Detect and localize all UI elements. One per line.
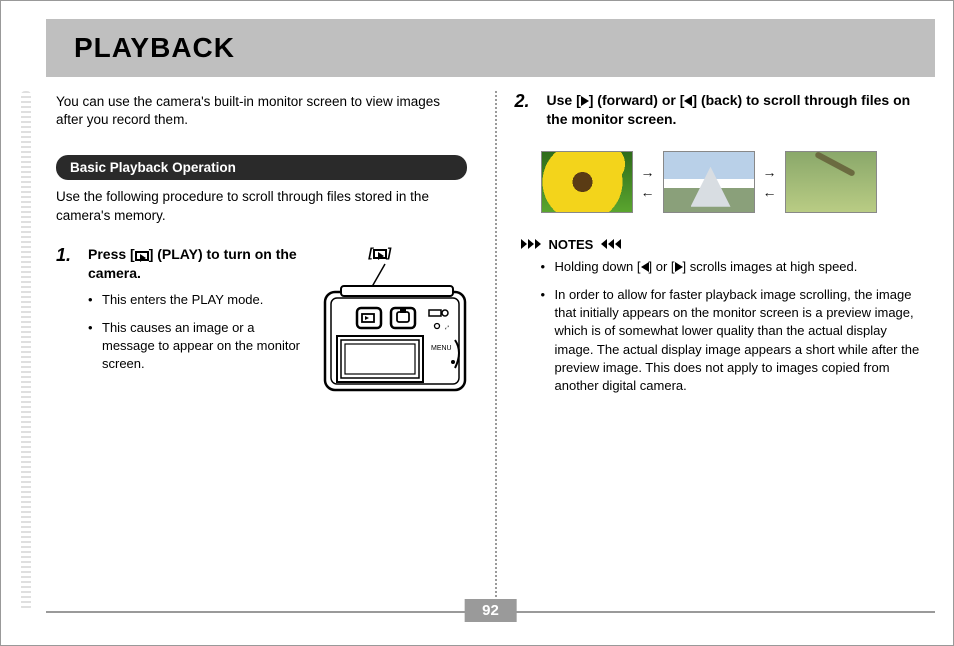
arrow-pair: → ←	[641, 165, 655, 199]
magnify-icon: ⤢	[445, 325, 449, 331]
notes-marker-right-icon	[521, 239, 541, 249]
step-2-head-a: Use [	[547, 92, 581, 108]
section-desc: Use the following procedure to scroll th…	[56, 188, 467, 224]
notes-heading: NOTES	[521, 237, 926, 252]
step-1-number: 1.	[56, 245, 78, 397]
right-column: 2. Use [] (forward) or [] (back) to scro…	[515, 91, 936, 597]
arrow-left-icon: ←	[763, 185, 777, 199]
camera-figure: []	[317, 245, 467, 397]
page: PLAYBACK You can use the camera's built-…	[0, 0, 954, 646]
note-1-b: ] or [	[649, 259, 675, 274]
page-number: 92	[464, 599, 517, 622]
notes-marker-left-icon	[601, 239, 621, 249]
note-1-c: ] scrolls images at high speed.	[683, 259, 858, 274]
play-icon	[135, 251, 149, 261]
arrow-right-icon: →	[641, 165, 655, 179]
section-heading: Basic Playback Operation	[56, 155, 467, 180]
left-column: You can use the camera's built-in monito…	[56, 91, 477, 597]
forward-icon	[675, 262, 683, 272]
step-2-head-b: ] (forward) or [	[589, 92, 685, 108]
step-1-bullet: This enters the PLAY mode.	[88, 291, 303, 309]
content-area: You can use the camera's built-in monito…	[56, 91, 935, 597]
thumbnail-flower	[541, 151, 633, 213]
note-1-a: Holding down [	[555, 259, 641, 274]
step-2-body: Use [] (forward) or [] (back) to scroll …	[547, 91, 926, 137]
step-1-bullet: This causes an image or a message to app…	[88, 319, 303, 374]
binding-spine	[21, 91, 31, 611]
intro-text: You can use the camera's built-in monito…	[56, 93, 467, 129]
back-icon	[641, 262, 649, 272]
step-2-heading: Use [] (forward) or [] (back) to scroll …	[547, 91, 926, 129]
title-bar: PLAYBACK	[46, 19, 935, 77]
forward-icon	[581, 96, 589, 106]
step-1-bullets: This enters the PLAY mode. This causes a…	[88, 291, 303, 374]
step-2-number: 2.	[515, 91, 537, 137]
arrow-pair: → ←	[763, 165, 777, 199]
thumbnail-row: → ← → ←	[541, 151, 926, 213]
menu-label: MENU	[431, 345, 452, 352]
footer: 92	[46, 599, 935, 623]
notes-title: NOTES	[549, 237, 594, 252]
step-1-heading: Press [] (PLAY) to turn on the camera.	[88, 245, 303, 283]
notes-item: In order to allow for faster playback im…	[541, 286, 926, 395]
camera-diagram: ⤢ MENU	[317, 262, 467, 392]
thumbnail-dragonfly	[785, 151, 877, 213]
notes-list: Holding down [ ] or [ ] scrolls images at …	[515, 258, 926, 395]
column-divider	[495, 91, 497, 597]
step-1: 1. Press [] (PLAY) to turn on the camera…	[56, 245, 467, 397]
notes-item: Holding down [ ] or [ ] scrolls images at …	[541, 258, 926, 276]
play-icon	[373, 249, 387, 259]
thumbnail-mountain	[663, 151, 755, 213]
arrow-right-icon: →	[763, 165, 777, 179]
arrow-left-icon: ←	[641, 185, 655, 199]
page-title: PLAYBACK	[74, 32, 235, 64]
step-2: 2. Use [] (forward) or [] (back) to scro…	[515, 91, 926, 137]
step-1-head-a: Press [	[88, 246, 135, 262]
camera-play-label: []	[369, 245, 467, 260]
step-1-body: Press [] (PLAY) to turn on the camera. T…	[88, 245, 467, 397]
